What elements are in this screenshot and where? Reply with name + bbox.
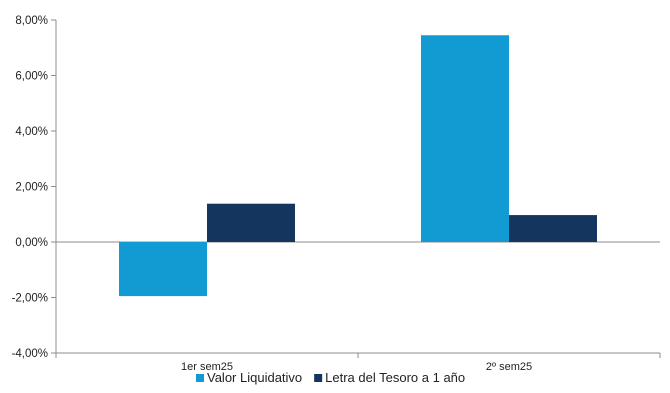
bar-valor-liquidativo-1 bbox=[119, 242, 207, 297]
legend-label: Letra del Tesoro a 1 año bbox=[325, 370, 465, 385]
x-category-label: 2º sem25 bbox=[486, 361, 532, 373]
legend-swatch bbox=[196, 374, 204, 382]
legend-label: Valor Liquidativo bbox=[207, 370, 302, 385]
bar-letra-tesoro-1 bbox=[207, 203, 295, 242]
y-tick-label: 0,00% bbox=[15, 237, 48, 249]
y-tick-label: 6,00% bbox=[15, 71, 48, 83]
legend-swatch bbox=[314, 374, 323, 382]
bars bbox=[119, 35, 597, 297]
bar-letra-tesoro-2 bbox=[509, 215, 597, 242]
legend: Valor Liquidativo Letra del Tesoro a 1 añ… bbox=[196, 370, 465, 385]
x-category-label: 1er sem25 bbox=[181, 361, 233, 373]
y-tick-label: -2,00% bbox=[12, 293, 48, 305]
y-tick-label: -4,00% bbox=[12, 348, 48, 360]
tick-labels: -4,00% -2,00% 0,00% 2,00% 4,00% 6,00% 8,00% 1er… bbox=[12, 15, 533, 373]
axes bbox=[51, 19, 661, 358]
y-tick-label: 8,00% bbox=[15, 15, 48, 27]
y-tick-label: 2,00% bbox=[15, 182, 48, 194]
bar-valor-liquidativo-2 bbox=[421, 35, 509, 243]
y-tick-label: 4,00% bbox=[15, 126, 48, 138]
